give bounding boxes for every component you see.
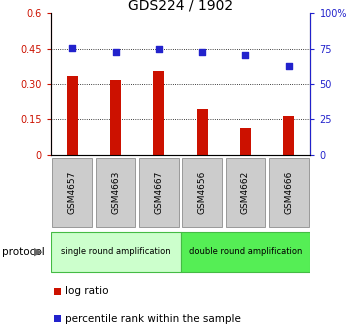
Bar — [139, 158, 179, 227]
Text: GSM4663: GSM4663 — [111, 171, 120, 214]
Text: protocol: protocol — [2, 247, 44, 257]
Point — [243, 52, 248, 58]
Bar — [283, 116, 294, 155]
Bar — [51, 233, 180, 271]
Title: GDS224 / 1902: GDS224 / 1902 — [128, 0, 233, 12]
Point — [199, 49, 205, 55]
Text: double round amplification: double round amplification — [189, 247, 302, 256]
Bar — [197, 109, 208, 155]
Text: single round amplification: single round amplification — [61, 247, 170, 256]
Text: GSM4657: GSM4657 — [68, 171, 77, 214]
Bar — [52, 158, 92, 227]
Text: ▶: ▶ — [34, 247, 42, 257]
Bar — [240, 128, 251, 155]
Text: GSM4667: GSM4667 — [155, 171, 163, 214]
Bar — [67, 76, 78, 155]
Bar — [153, 71, 164, 155]
Point — [286, 63, 292, 68]
Bar — [269, 158, 309, 227]
Text: percentile rank within the sample: percentile rank within the sample — [65, 313, 241, 324]
Text: log ratio: log ratio — [65, 286, 108, 296]
Bar — [96, 158, 135, 227]
Bar — [110, 81, 121, 155]
Bar — [226, 158, 265, 227]
Point — [113, 49, 118, 54]
Text: GSM4662: GSM4662 — [241, 171, 250, 214]
Text: GSM4666: GSM4666 — [284, 171, 293, 214]
Text: GSM4656: GSM4656 — [198, 171, 206, 214]
Point — [156, 46, 162, 51]
Bar — [182, 158, 222, 227]
Point — [69, 45, 75, 51]
Bar — [180, 233, 310, 271]
